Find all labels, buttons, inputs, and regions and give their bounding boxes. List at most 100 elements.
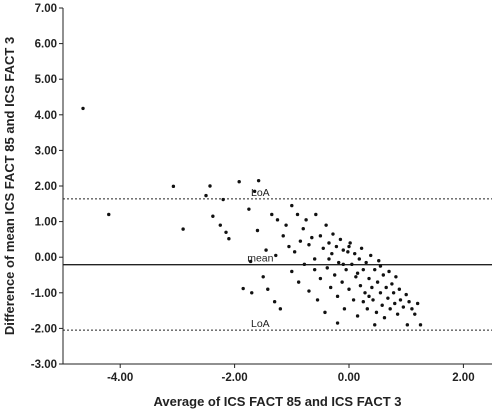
lower_loa-label: LoA [251,318,270,330]
x-axis-ticks: -4.00 -2.00 0.00 2.00 [107,364,475,384]
data-point [347,287,351,291]
data-point [367,276,371,281]
data-point [386,296,390,300]
data-point [387,269,391,274]
y-tick-label: -3.00 [31,359,57,371]
data-point [350,262,354,267]
data-point [290,203,294,208]
data-point [274,253,278,258]
data-point [310,235,314,240]
data-point [266,287,270,291]
data-point [373,267,377,272]
data-point [384,285,388,290]
y-axis-label: Difference of mean ICS FACT 85 and ICS F… [2,37,17,335]
data-point [314,212,318,217]
data-point [347,244,351,249]
data-point [81,106,85,111]
reference-lines: mean LoA LoA [63,187,492,331]
data-point [298,239,303,243]
data-point [359,246,364,250]
data-point [378,291,383,295]
data-point [335,321,340,325]
data-point [375,280,380,284]
data-point [227,236,231,241]
data-point [302,262,307,267]
y-tick-label: 5.00 [35,74,57,86]
data-point [388,307,392,311]
data-point [361,300,365,304]
data-point [323,310,327,315]
data-point [237,180,241,184]
data-point [324,223,328,227]
data-point [381,273,386,277]
data-point [391,291,396,295]
data-point [342,307,347,311]
data-point [377,259,381,263]
y-tick-label: 7.00 [35,3,57,15]
axes [62,8,492,365]
data-point [301,227,305,231]
data-points [81,106,423,327]
x-axis-label: Average of ICS FACT 85 and ICS FACT 3 [153,394,401,409]
data-point [287,244,291,249]
data-point [295,212,300,217]
data-point [346,250,350,254]
data-point [307,289,311,293]
data-point [418,323,423,327]
data-point [272,300,277,304]
data-point [208,184,212,188]
data-point [290,269,294,274]
y-tick-label: 0.00 [35,252,57,264]
data-point [241,286,245,291]
data-point [307,243,311,247]
data-point [334,244,339,249]
data-point [204,193,208,198]
data-point [394,275,398,279]
data-point [369,253,373,258]
mean-label: mean [247,253,273,265]
data-point [397,287,402,291]
data-point [341,248,345,252]
data-point [315,298,320,302]
data-point [255,228,260,233]
data-point [171,184,176,189]
data-point [331,232,335,236]
data-point [405,323,410,327]
upper_loa-label: LoA [251,187,270,199]
data-point [224,230,228,234]
data-point [247,207,251,211]
data-point [340,280,344,284]
data-point [221,197,225,202]
x-tick-label: 0.00 [338,372,360,384]
data-point [367,294,371,299]
data-point [181,227,185,231]
x-tick-label: -4.00 [107,372,133,384]
y-tick-label: -2.00 [31,323,57,335]
data-point [382,316,387,320]
data-point [354,275,358,279]
data-point [211,214,215,218]
data-point [296,280,301,284]
data-point [312,267,317,272]
data-point [264,248,268,252]
x-tick-label: -2.00 [221,372,247,384]
data-point [413,312,417,316]
data-point [107,212,111,217]
data-point [404,292,408,297]
data-point [371,298,375,302]
data-point [364,260,368,265]
y-tick-label: 1.00 [35,217,57,229]
data-point [401,305,406,309]
data-point [370,285,374,290]
data-point [338,237,343,242]
data-point [341,262,345,267]
data-point [357,257,361,261]
data-point [292,250,297,254]
data-point [415,301,420,306]
data-point [355,271,360,275]
y-axis-ticks: -3.00 -2.00 -1.00 0.00 1.00 2.00 3.00 4.00 5.00 6… [31,3,63,371]
data-point [393,301,397,306]
data-point [261,275,265,279]
data-point [270,212,274,217]
